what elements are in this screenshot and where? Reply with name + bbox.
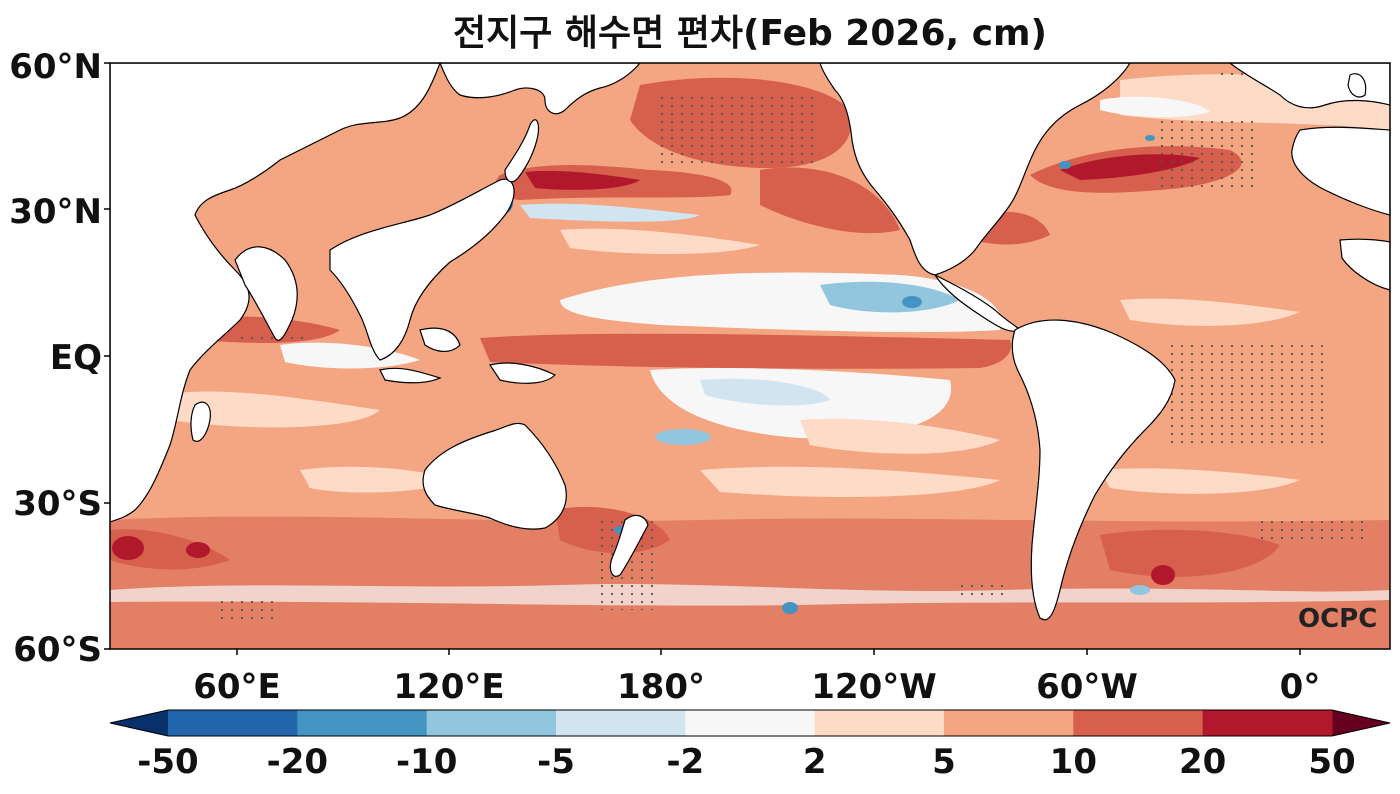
colorbar-segment	[556, 710, 686, 736]
lon-label-180: 180°	[617, 667, 705, 707]
colorbar-segment	[814, 710, 945, 736]
colorbar-tick-label: 50	[1308, 742, 1356, 782]
ocpc-credit: OCPC	[1298, 604, 1378, 634]
colorbar-tick-label: 20	[1178, 742, 1227, 782]
lat-label-30n: 30°N	[9, 192, 102, 232]
colorbar-tick-label: 2	[802, 742, 827, 782]
colorbar-tick-label: -2	[666, 742, 705, 782]
colorbar-segment	[426, 710, 557, 736]
colorbar-segment	[944, 710, 1074, 736]
colorbar-segment	[168, 710, 298, 736]
colorbar-max-arrow	[1332, 710, 1390, 736]
colorbar-tick-label: -10	[395, 742, 458, 782]
lon-label-60e: 60°E	[193, 667, 281, 707]
colorbar	[109, 709, 1391, 737]
lat-label-60s: 60°S	[13, 630, 102, 670]
colorbar-segment	[1202, 710, 1333, 736]
colorbar-tick-label: -5	[537, 742, 575, 782]
lon-label-60w: 60°W	[1036, 667, 1138, 707]
lat-label-30s: 30°S	[13, 484, 102, 524]
lat-label-eq: EQ	[49, 338, 102, 378]
lon-label-120e: 120°E	[393, 667, 505, 707]
lat-label-60n: 60°N	[9, 47, 102, 87]
colorbar-tick-label: -20	[266, 742, 329, 782]
colorbar-tick-label: 10	[1049, 742, 1097, 782]
colorbar-tick-label: -50	[137, 742, 199, 782]
colorbar-tick-label: 5	[932, 742, 956, 782]
colorbar-segment	[297, 710, 428, 736]
colorbar-outline	[109, 709, 1391, 737]
significance-stipple	[220, 68, 1370, 625]
land-masses	[110, 63, 1390, 621]
colorbar-segment	[1073, 710, 1204, 736]
colorbar-min-arrow	[110, 710, 168, 736]
colorbar-segment	[685, 710, 816, 736]
map-field	[110, 63, 1390, 649]
lon-label-120w: 120°W	[811, 667, 937, 707]
map-title: 전지구 해수면 편차(Feb 2026, cm)	[452, 13, 1048, 54]
axis-ticks	[104, 62, 1301, 655]
lon-label-0: 0°	[1279, 667, 1321, 707]
